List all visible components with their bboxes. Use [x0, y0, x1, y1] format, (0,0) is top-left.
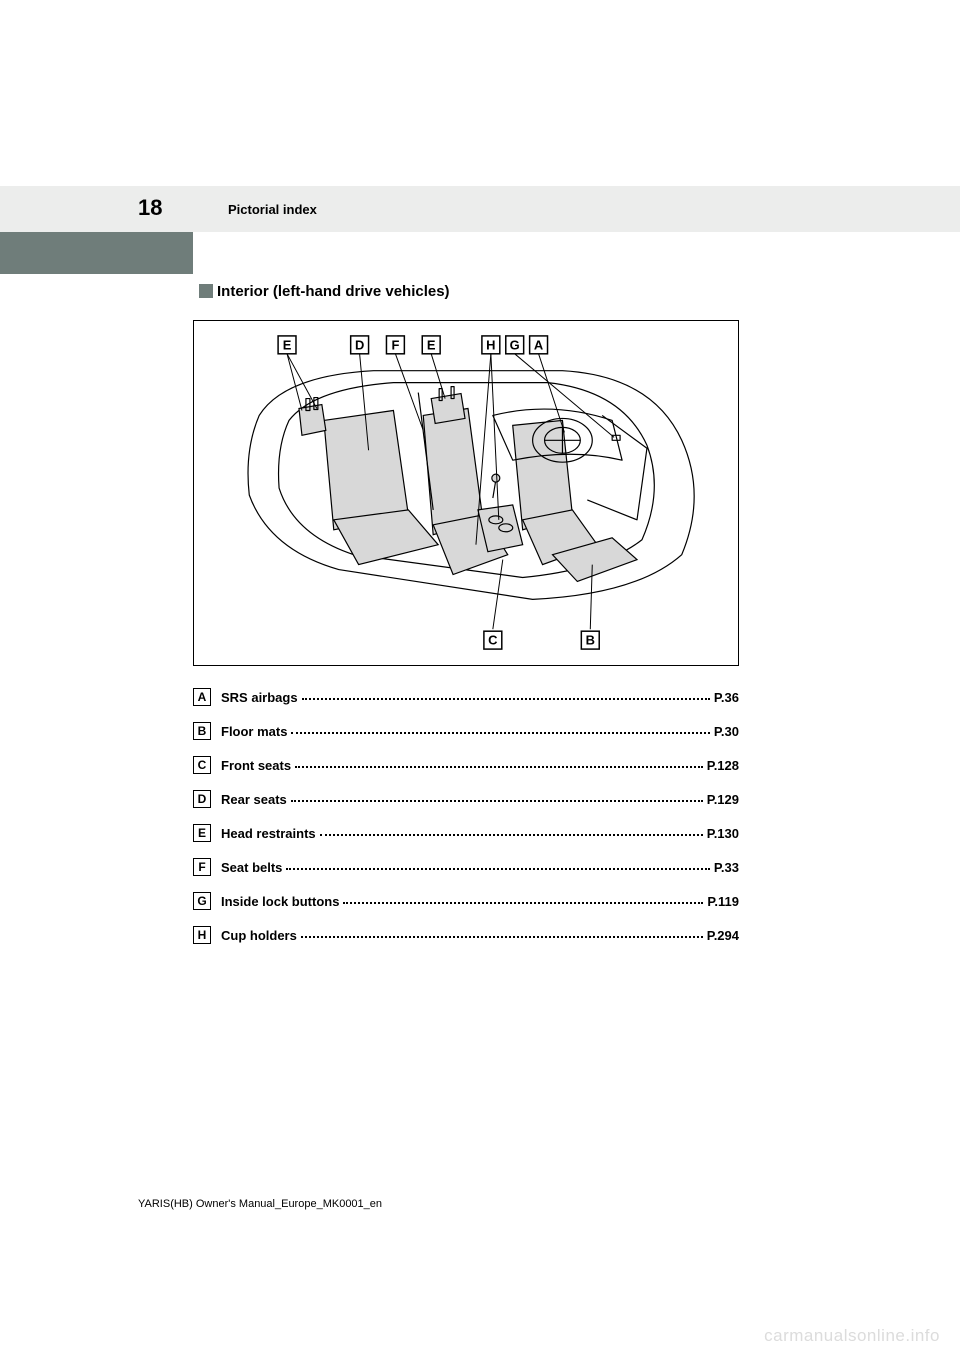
- index-row-H: H Cup holders P.294: [193, 926, 739, 944]
- header-title: Pictorial index: [228, 202, 317, 217]
- index-page: P.30: [714, 724, 739, 739]
- index-dots: [320, 828, 703, 836]
- index-label: Floor mats: [221, 724, 287, 739]
- callout-A: A: [530, 336, 548, 354]
- index-letter-box: F: [193, 858, 211, 876]
- callout-D: D: [351, 336, 369, 354]
- diagram-svg: E D F E H G A C: [194, 321, 738, 665]
- index-letter-box: B: [193, 722, 211, 740]
- svg-text:C: C: [488, 633, 497, 648]
- dark-band: [0, 232, 193, 274]
- svg-text:B: B: [586, 633, 595, 648]
- index-row-B: B Floor mats P.30: [193, 722, 739, 740]
- index-row-E: E Head restraints P.130: [193, 824, 739, 842]
- index-label: Seat belts: [221, 860, 282, 875]
- index-dots: [302, 692, 710, 700]
- index-letter-box: H: [193, 926, 211, 944]
- interior-diagram: E D F E H G A C: [193, 320, 739, 666]
- svg-text:G: G: [510, 337, 520, 352]
- section-marker-icon: [199, 284, 213, 298]
- callout-E-2: E: [422, 336, 440, 354]
- callout-G: G: [506, 336, 524, 354]
- index-label: Front seats: [221, 758, 291, 773]
- index-letter-box: C: [193, 756, 211, 774]
- index-label: Rear seats: [221, 792, 287, 807]
- callout-E-1: E: [278, 336, 296, 354]
- svg-text:D: D: [355, 337, 364, 352]
- index-list: A SRS airbags P.36 B Floor mats P.30 C F…: [193, 688, 739, 960]
- index-dots: [286, 862, 710, 870]
- index-dots: [301, 930, 703, 938]
- index-dots: [295, 760, 703, 768]
- index-row-A: A SRS airbags P.36: [193, 688, 739, 706]
- svg-text:E: E: [283, 337, 292, 352]
- index-row-C: C Front seats P.128: [193, 756, 739, 774]
- callout-F: F: [386, 336, 404, 354]
- index-letter-box: E: [193, 824, 211, 842]
- index-page: P.119: [707, 894, 739, 909]
- section-title: Interior (left-hand drive vehicles): [217, 283, 450, 300]
- svg-text:F: F: [391, 337, 399, 352]
- svg-text:E: E: [427, 337, 436, 352]
- index-label: Head restraints: [221, 826, 316, 841]
- index-label: Inside lock buttons: [221, 894, 339, 909]
- footer-text: YARIS(HB) Owner's Manual_Europe_MK0001_e…: [138, 1198, 382, 1210]
- index-dots: [291, 794, 703, 802]
- index-page: P.33: [714, 860, 739, 875]
- index-page: P.36: [714, 690, 739, 705]
- index-row-D: D Rear seats P.129: [193, 790, 739, 808]
- index-letter-box: G: [193, 892, 211, 910]
- index-label: Cup holders: [221, 928, 297, 943]
- svg-text:H: H: [486, 337, 495, 352]
- index-dots: [291, 726, 709, 734]
- callout-B: B: [581, 631, 599, 649]
- index-page: P.129: [707, 792, 739, 807]
- svg-text:A: A: [534, 337, 543, 352]
- index-page: P.294: [707, 928, 739, 943]
- callout-C: C: [484, 631, 502, 649]
- index-page: P.130: [707, 826, 739, 841]
- index-dots: [343, 896, 703, 904]
- page-number: 18: [138, 195, 162, 221]
- index-letter-box: D: [193, 790, 211, 808]
- index-row-G: G Inside lock buttons P.119: [193, 892, 739, 910]
- index-letter-box: A: [193, 688, 211, 706]
- watermark: carmanualsonline.info: [764, 1326, 940, 1346]
- index-label: SRS airbags: [221, 690, 298, 705]
- callout-H: H: [482, 336, 500, 354]
- index-page: P.128: [707, 758, 739, 773]
- index-row-F: F Seat belts P.33: [193, 858, 739, 876]
